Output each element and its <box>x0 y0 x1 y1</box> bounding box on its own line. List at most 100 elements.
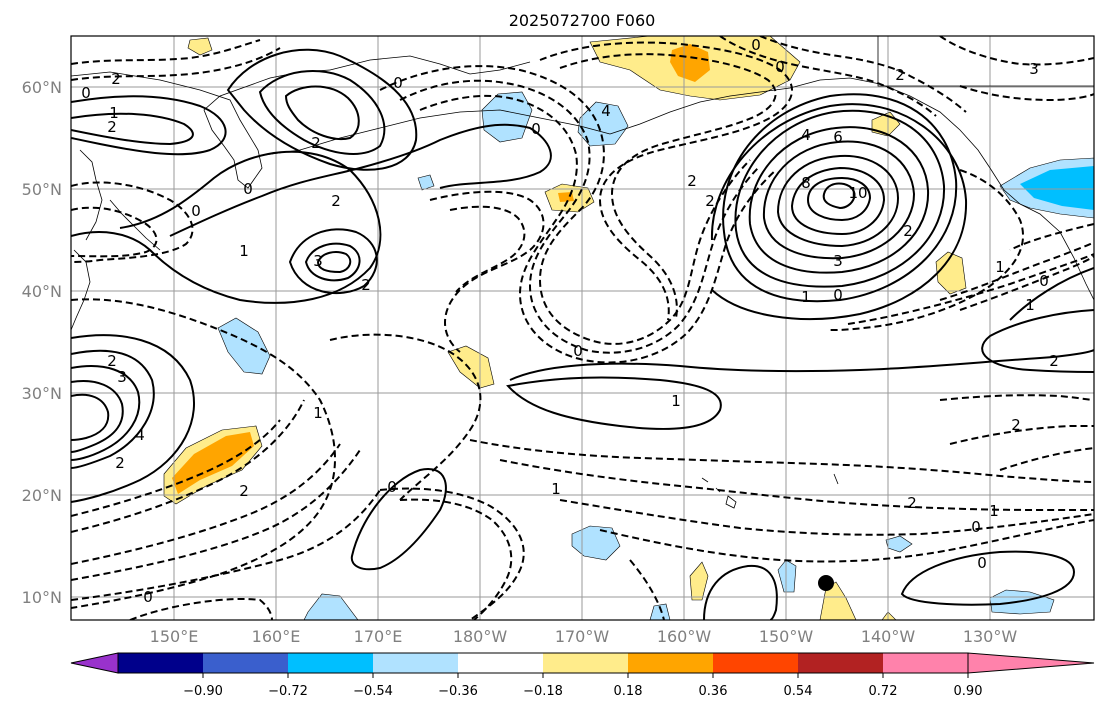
contour-label: 2 <box>107 352 117 370</box>
coast-aleutians <box>257 109 611 157</box>
lat-label: 40°N <box>22 282 62 301</box>
shade-negative-small <box>417 174 435 191</box>
contour-label: 0 <box>143 588 153 606</box>
contour-label: 0 <box>531 120 541 138</box>
contour-label: 3 <box>117 368 127 386</box>
contour-label: 2 <box>239 482 249 500</box>
colorbar-segment <box>798 653 883 673</box>
shade-negative-aleutian-2 <box>577 101 629 147</box>
contour-label: 2 <box>311 134 321 152</box>
contour-label: 4 <box>601 102 611 120</box>
colorbar: −0.90 −0.72 −0.54 −0.36 −0.18 0.18 0.36 … <box>70 652 1095 699</box>
coast-siberia <box>71 71 201 91</box>
lat-label: 60°N <box>22 78 62 97</box>
lon-label: 180°W <box>453 627 508 646</box>
colorbar-tick-label: −0.90 <box>183 684 223 699</box>
lon-label: 140°W <box>861 627 916 646</box>
colorbar-tick-label: 0.36 <box>699 684 728 699</box>
contour-label: 0 <box>81 84 91 102</box>
contour-label: 3 <box>313 252 323 270</box>
contour-label: 2 <box>895 66 905 84</box>
coast-alaska-peninsula <box>609 79 821 135</box>
map-title: 2025072700 F060 <box>509 11 656 30</box>
contour-label: 6 <box>833 128 843 146</box>
contour-label: 0 <box>971 518 981 536</box>
contour-label: 10 <box>848 184 867 202</box>
colorbar-extend-low <box>70 652 119 674</box>
contour-label: 2 <box>107 118 117 136</box>
contour-label: 0 <box>387 478 397 496</box>
colorbar-segment <box>543 653 628 673</box>
contour-label: 0 <box>243 180 253 198</box>
coast-bc-west <box>1019 203 1094 301</box>
shade-negative-aleutian-1 <box>481 91 533 143</box>
lat-label: 10°N <box>22 588 62 607</box>
contour-label: 1 <box>989 502 999 520</box>
lon-label: 150°E <box>150 627 199 646</box>
colorbar-segment <box>628 653 713 673</box>
colorbar-segment <box>883 653 968 673</box>
coast-alaska-gulf <box>819 77 1021 205</box>
contour-label: 1 <box>801 288 811 306</box>
contour-label: 0 <box>751 36 761 54</box>
contour-label: 2 <box>903 222 913 240</box>
colorbar-segment <box>203 653 288 673</box>
contour-label: 1 <box>671 392 681 410</box>
lon-label: 160°E <box>252 627 301 646</box>
contour-label: 1 <box>239 242 249 260</box>
contour-label: 1 <box>313 404 323 422</box>
longitude-labels: 150°E 160°E 170°E 180°W 170°W 160°W 150°… <box>150 627 1018 646</box>
contour-label: 0 <box>393 74 403 92</box>
coast-japan <box>71 249 91 331</box>
shaded-regions <box>163 36 1094 620</box>
coast-chukotka-bering <box>329 55 531 75</box>
colorbar-tick-label: −0.18 <box>523 684 563 699</box>
colorbar-tick-label: 0.18 <box>614 684 643 699</box>
contour-label: 2 <box>687 172 697 190</box>
shade-negative-west <box>217 317 271 375</box>
lat-label: 50°N <box>22 180 62 199</box>
contour-label: 2 <box>361 276 371 294</box>
colorbar-tick-label: −0.54 <box>353 684 393 699</box>
shade-positive-central <box>447 345 495 389</box>
contour-label: 2 <box>705 192 715 210</box>
shade-positive-south-3 <box>881 611 897 620</box>
colorbar-tick-label: −0.36 <box>438 684 478 699</box>
map-border <box>70 35 1095 621</box>
coast-border-line <box>877 36 1094 87</box>
contour-label: 2 <box>1011 416 1021 434</box>
contours <box>71 36 1094 620</box>
contour-label: 4 <box>801 126 811 144</box>
station-marker <box>818 575 834 591</box>
contour-label: 0 <box>833 286 843 304</box>
contour-label: 0 <box>1039 272 1049 290</box>
shade-negative-south-6 <box>777 559 797 593</box>
contour-label: 0 <box>775 58 785 76</box>
shade-cyan-bc <box>1020 166 1094 210</box>
colorbar-segment <box>458 653 543 673</box>
shade-positive-south-2 <box>819 581 857 620</box>
colorbar-tick-label: 0.72 <box>869 684 898 699</box>
shade-negative-south-3 <box>649 603 671 620</box>
shade-positive-south-1 <box>689 561 709 601</box>
lon-label: 130°W <box>963 627 1018 646</box>
contour-label: 8 <box>801 174 811 192</box>
colorbar-tick-label: 0.54 <box>784 684 813 699</box>
contour-label: 3 <box>833 252 843 270</box>
lon-label: 170°W <box>555 627 610 646</box>
contour-label: 1 <box>551 480 561 498</box>
lon-label: 170°E <box>354 627 403 646</box>
lat-label: 20°N <box>22 486 62 505</box>
contour-label: 2 <box>1049 352 1059 370</box>
colorbar-ticks <box>202 673 969 678</box>
shade-positive-east <box>935 251 967 295</box>
coast-kamchatka <box>199 69 331 189</box>
contour-label: 2 <box>331 192 341 210</box>
contour-label: 1 <box>995 258 1005 276</box>
latitude-labels: 60°N 50°N 40°N 30°N 20°N 10°N <box>22 78 62 607</box>
contour-label: 0 <box>573 342 583 360</box>
graticule <box>71 36 1094 620</box>
contour-label: 4 <box>135 426 145 444</box>
colorbar-segment <box>373 653 458 673</box>
